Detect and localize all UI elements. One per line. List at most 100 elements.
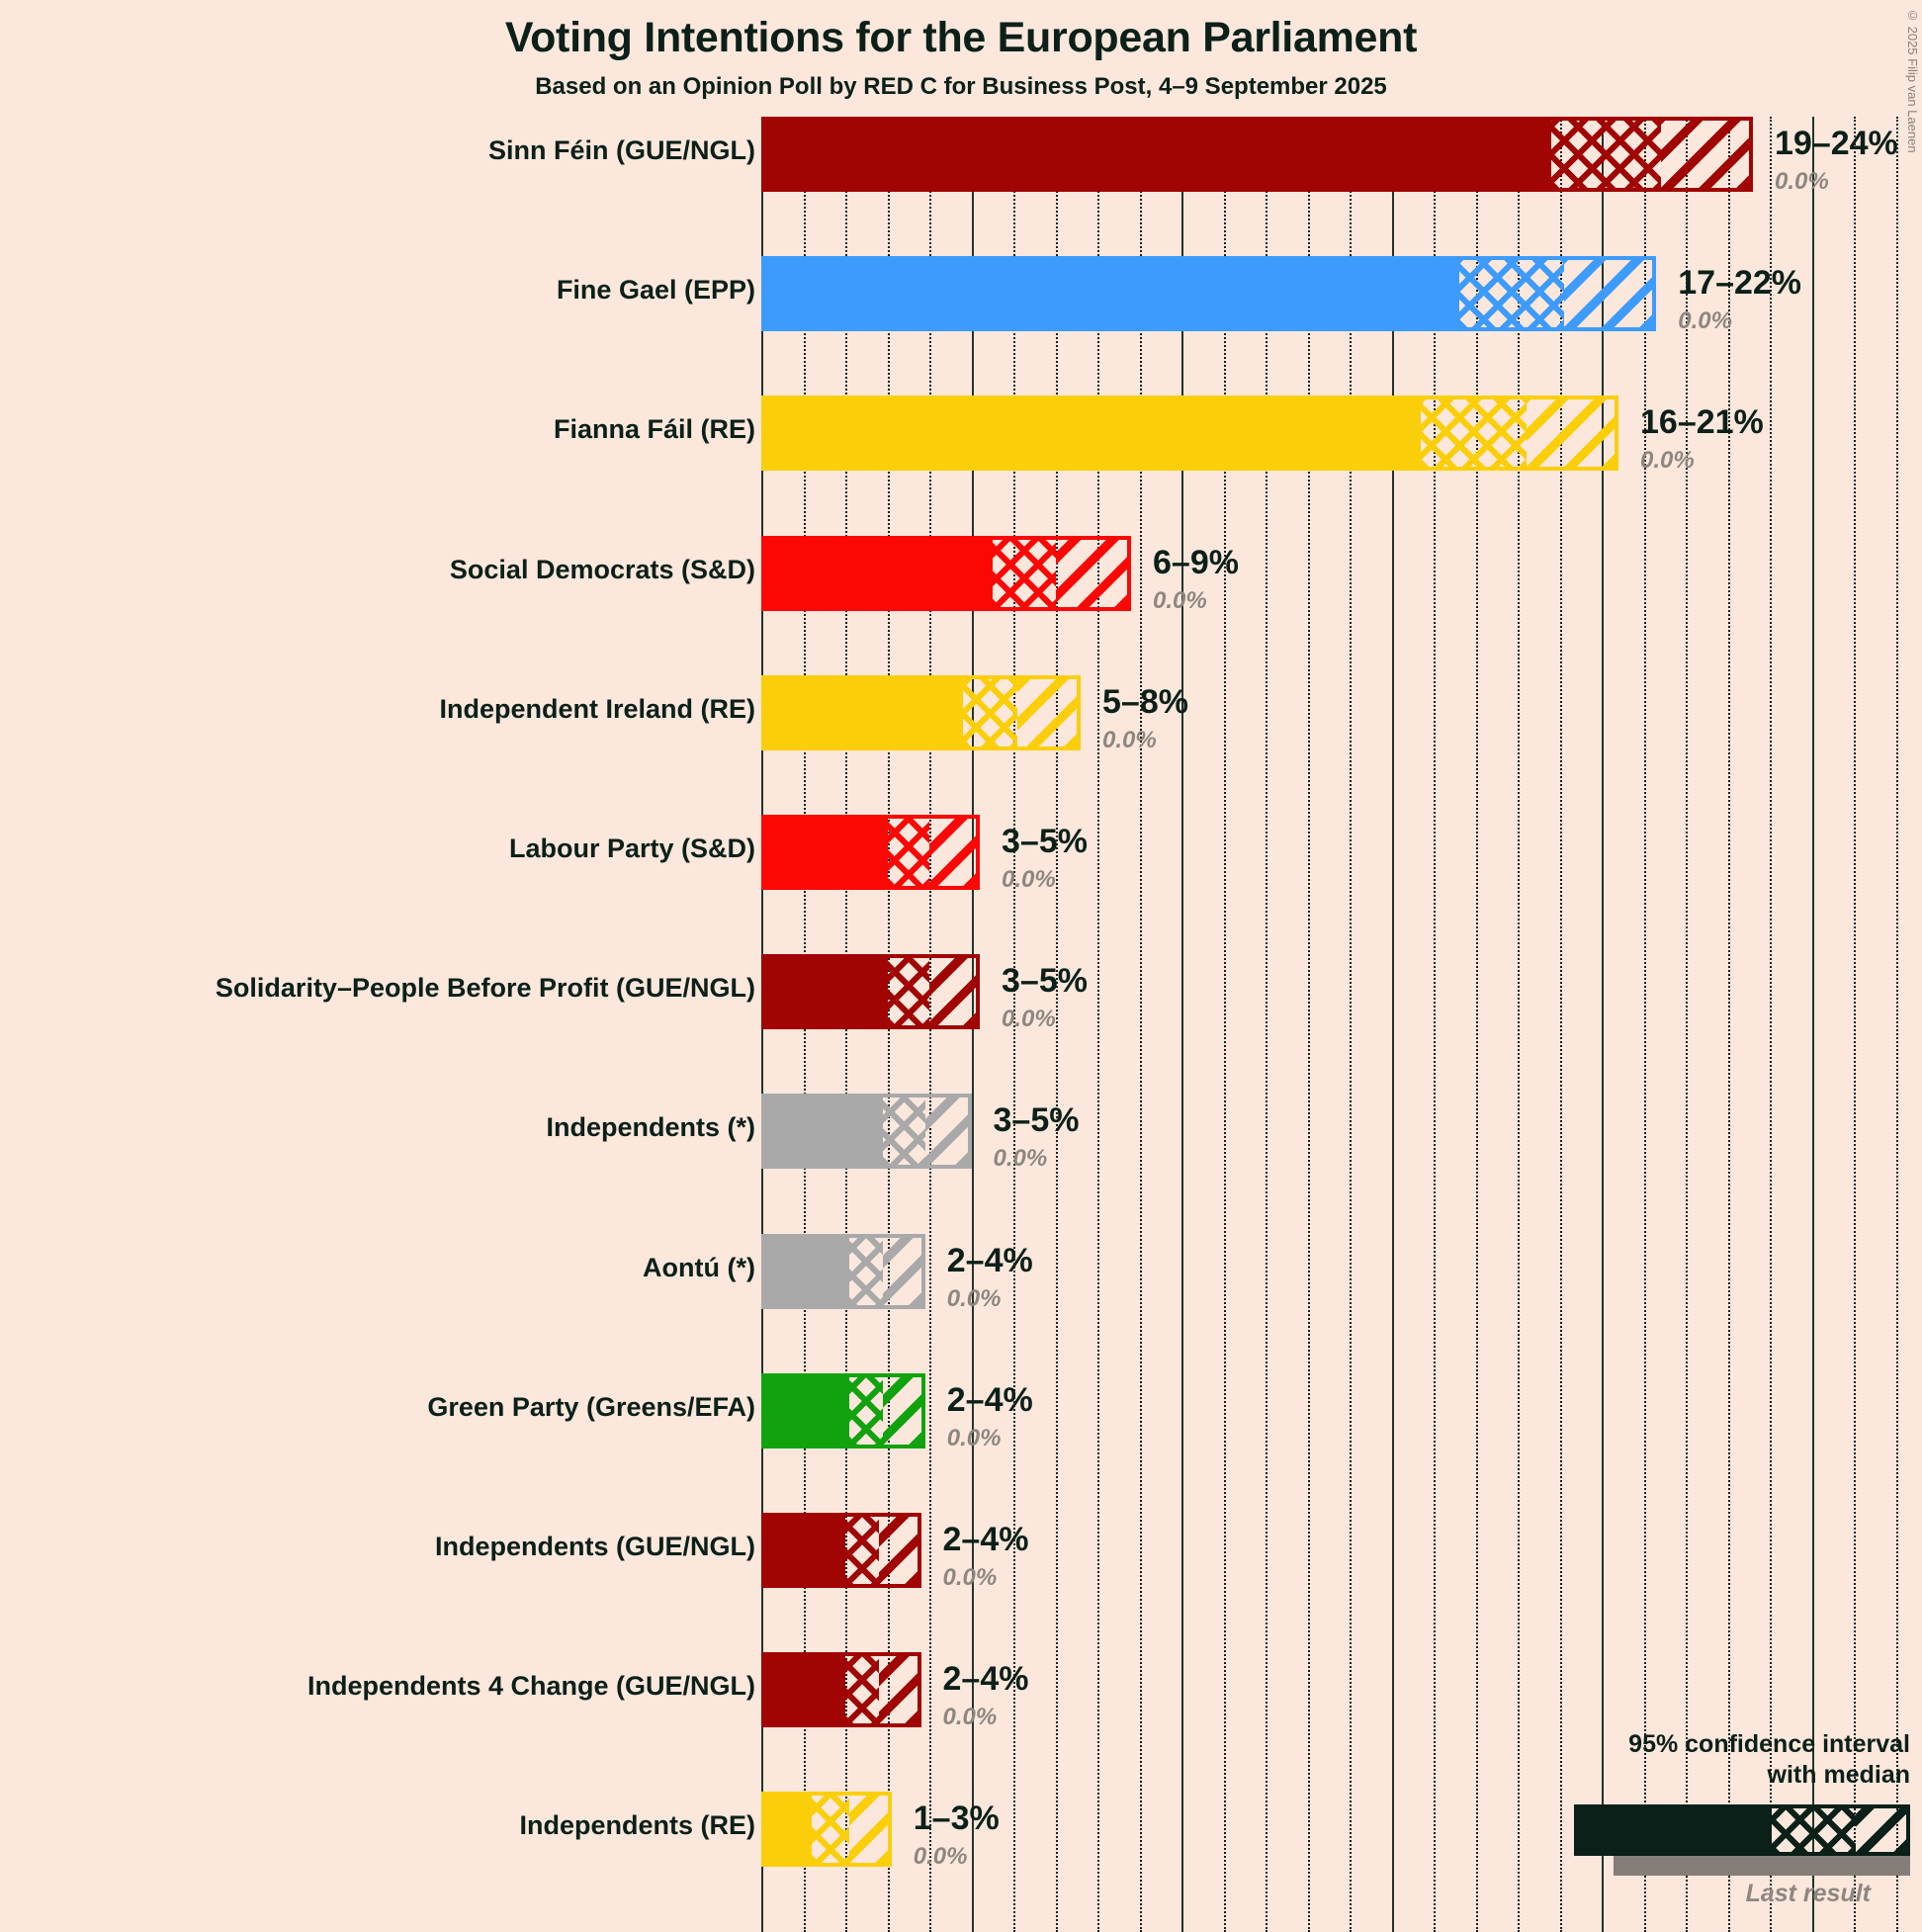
interval-value-label: 2–4% [942, 1521, 1029, 1558]
legend: 95% confidence interval with median Last… [1436, 1729, 1910, 1909]
interval-value-label: 5–8% [1102, 682, 1188, 721]
bar-segment-below-interval [761, 1652, 845, 1728]
bar-row: Green Party (Greens/EFA) 2–4% 0.0% [0, 1372, 1922, 1451]
party-label: Labour Party (S&D) [508, 834, 755, 863]
party-label: Solidarity–People Before Profit (GUE/NGL… [215, 973, 755, 1004]
interval-value-label: 3–5% [1002, 823, 1088, 860]
last-result-label: 0.0% [913, 1843, 968, 1871]
last-result-label: 0.0% [942, 1704, 998, 1731]
confidence-interval-bar [761, 1652, 921, 1728]
grid-line-minor [1770, 117, 1772, 1932]
party-label: Aontú (*) [643, 1252, 755, 1282]
confidence-interval-bar [761, 395, 1618, 472]
bar-row: Sinn Féin (GUE/NGL) 19–24% 0.0% [0, 117, 1922, 195]
bar-row: Social Democrats (S&D) 6–9% 0.0% [0, 535, 1922, 614]
grid-line-major [1181, 117, 1183, 1932]
interval-value-label: 17–22% [1678, 264, 1802, 303]
bar-segment-median-to-high [883, 1233, 925, 1309]
interval-value-label: 2–4% [946, 1380, 1033, 1419]
bar-row: Labour Party (S&D) 3–5% 0.0% [0, 815, 1922, 893]
bar-segment-low-to-median [849, 1233, 884, 1309]
bar-row: Independent Ireland (RE) 5–8% 0.0% [0, 674, 1922, 753]
bar-segment-median-to-high [929, 815, 980, 890]
bar-segment-median-to-high [1055, 535, 1131, 611]
legend-segment-solid [1574, 1804, 1772, 1856]
grid-line-minor [1518, 117, 1520, 1932]
interval-value-label: 3–5% [993, 1101, 1080, 1140]
legend-swatch [1574, 1804, 1910, 1856]
party-label: Fine Gael (EPP) [556, 275, 755, 306]
party-label: Green Party (Greens/EFA) [427, 1391, 755, 1422]
page-title: Voting Intentions for the European Parli… [504, 14, 1418, 61]
grid-line-minor [1307, 117, 1310, 1932]
bar-segment-median-to-high [1563, 256, 1657, 332]
grid-line-minor [1434, 117, 1436, 1932]
bar-row: Independents (GUE/NGL) 2–4% 0.0% [0, 1513, 1922, 1591]
grid-line-minor [1055, 117, 1058, 1932]
legend-last-result-swatch [1614, 1856, 1910, 1876]
confidence-interval-bar [761, 117, 1753, 192]
interval-value-label: 3–5% [1002, 962, 1088, 1001]
party-label: Social Democrats (S&D) [449, 554, 755, 584]
last-result-label: 0.0% [1678, 307, 1732, 335]
grid-line-minor [1013, 117, 1015, 1932]
confidence-interval-bar [761, 256, 1657, 332]
bar-segment-below-interval [761, 1094, 884, 1170]
last-result-label: 0.0% [1775, 168, 1829, 195]
confidence-interval-bar [761, 1372, 925, 1449]
grid-line-minor [1854, 117, 1856, 1932]
bar-row: Aontú (*) 2–4% 0.0% [0, 1233, 1922, 1312]
interval-value-label: 16–21% [1640, 403, 1764, 442]
bar-segment-below-interval [761, 1792, 812, 1868]
last-result-label: 0.0% [1002, 1006, 1056, 1033]
bar-segment-below-interval [761, 674, 963, 750]
party-label: Independent Ireland (RE) [439, 693, 755, 724]
party-label: Independents (GUE/NGL) [435, 1532, 755, 1561]
bar-segment-low-to-median [849, 1372, 884, 1449]
last-result-label: 0.0% [1102, 726, 1157, 753]
last-result-label: 0.0% [946, 1284, 1002, 1312]
bar-row: Fine Gael (EPP) 17–22% 0.0% [0, 256, 1922, 334]
bar-segment-below-interval [761, 256, 1459, 332]
grid-line-minor [1643, 117, 1646, 1932]
confidence-interval-bar [761, 1094, 972, 1170]
bar-segment-low-to-median [1458, 256, 1564, 332]
bar-segment-median-to-high [924, 1094, 972, 1170]
grid-line-minor [1266, 117, 1267, 1932]
bar-row: Independents (RE) 1–3% 0.0% [0, 1792, 1922, 1870]
bar-segment-median-to-high [1660, 117, 1753, 192]
confidence-interval-bar [761, 815, 980, 890]
bar-segment-low-to-median [887, 815, 929, 890]
bar-segment-median-to-high [1526, 395, 1618, 472]
last-result-label: 0.0% [993, 1145, 1048, 1173]
grid-line-major [1391, 117, 1394, 1932]
last-result-label: 0.0% [946, 1424, 1002, 1451]
confidence-interval-bar [761, 1792, 892, 1868]
interval-value-label: 2–4% [942, 1660, 1029, 1699]
bar-segment-low-to-median [845, 1513, 879, 1588]
legend-segment-crosshatch [1772, 1804, 1856, 1856]
grid-line-minor [1727, 117, 1730, 1932]
interval-value-label: 2–4% [946, 1241, 1033, 1279]
grid-line-minor [1350, 117, 1352, 1932]
bar-segment-below-interval [761, 1513, 845, 1588]
interval-value-label: 6–9% [1153, 543, 1239, 581]
grid-line-major [1811, 117, 1814, 1932]
last-result-label: 0.0% [1002, 866, 1056, 893]
confidence-interval-bar [761, 1513, 921, 1588]
grid-line-minor [1895, 117, 1898, 1932]
confidence-interval-bar [761, 535, 1131, 611]
grid-line-minor [1097, 117, 1099, 1932]
bar-segment-low-to-median [1421, 395, 1527, 472]
bar-segment-low-to-median [992, 535, 1056, 611]
confidence-interval-bar [761, 674, 1081, 750]
bar-segment-median-to-high [929, 954, 980, 1030]
bar-segment-low-to-median [845, 1652, 879, 1728]
bar-segment-median-to-high [849, 1792, 892, 1868]
legend-segment-diagonal [1856, 1804, 1910, 1856]
grid-line-minor [1223, 117, 1226, 1932]
last-result-label: 0.0% [1153, 586, 1207, 614]
bar-row: Independents (*) 3–5% 0.0% [0, 1094, 1922, 1172]
bar-row: Solidarity–People Before Profit (GUE/NGL… [0, 954, 1922, 1032]
